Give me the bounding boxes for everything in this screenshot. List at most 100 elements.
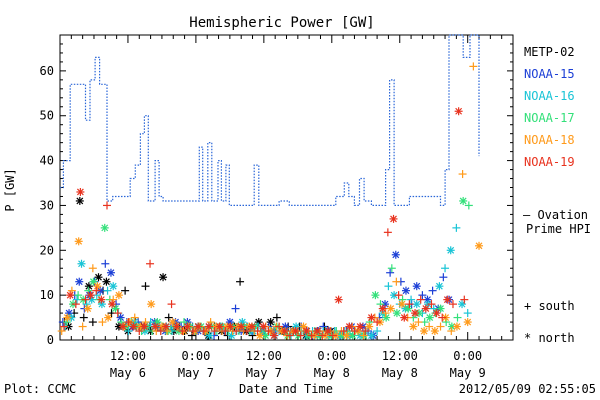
data-point-noaa-18 xyxy=(365,322,374,331)
data-point-noaa-19 xyxy=(373,318,382,327)
data-point-noaa-19 xyxy=(178,327,187,336)
data-point-metp-02 xyxy=(272,313,281,322)
data-point-noaa-19 xyxy=(264,327,273,336)
y-tick-label: 50 xyxy=(40,109,54,123)
data-point-noaa-16 xyxy=(429,304,438,313)
y-tick-label: 40 xyxy=(40,154,54,168)
data-point-noaa-19 xyxy=(151,322,160,331)
data-point-noaa-18 xyxy=(392,277,401,286)
x-tick-label-time: 12:00 xyxy=(246,349,282,363)
legend-item-noaa-18: NOAA-18 xyxy=(524,133,575,147)
data-point-noaa-18 xyxy=(104,313,113,322)
data-point-noaa-15 xyxy=(75,277,84,286)
data-point-noaa-19 xyxy=(140,322,149,331)
marker-legend-north: * north xyxy=(524,331,575,345)
data-point-noaa-18 xyxy=(469,62,478,71)
legend-item-noaa-19: NOAA-19 xyxy=(524,155,575,169)
ovation-prime-hpi-line xyxy=(60,34,480,206)
data-point-metp-02 xyxy=(79,313,88,322)
data-point-noaa-19 xyxy=(146,259,155,268)
data-point-noaa-17 xyxy=(74,291,83,300)
data-point-metp-02 xyxy=(159,273,168,282)
data-point-noaa-18 xyxy=(425,322,434,331)
data-point-noaa-19 xyxy=(454,107,463,116)
data-point-noaa-19 xyxy=(416,295,425,304)
data-point-noaa-18 xyxy=(386,304,395,313)
data-point-noaa-19 xyxy=(183,322,192,331)
data-point-noaa-15 xyxy=(391,250,400,259)
data-point-noaa-18 xyxy=(74,237,83,246)
data-point-noaa-19 xyxy=(204,322,213,331)
data-point-metp-02 xyxy=(236,277,245,286)
data-point-metp-02 xyxy=(121,286,130,295)
chart-title: Hemispheric Power [GW] xyxy=(189,15,374,31)
data-point-noaa-19 xyxy=(389,214,398,223)
data-point-noaa-18 xyxy=(147,300,156,309)
y-tick-label: 60 xyxy=(40,64,54,78)
data-point-noaa-15 xyxy=(386,268,395,277)
data-point-noaa-16 xyxy=(103,286,112,295)
y-axis-label: P [GW] xyxy=(3,168,17,211)
data-point-noaa-17 xyxy=(180,318,189,327)
data-point-noaa-18 xyxy=(414,318,423,327)
data-point-noaa-19 xyxy=(275,322,284,331)
data-point-noaa-16 xyxy=(435,282,444,291)
data-point-noaa-15 xyxy=(231,304,240,313)
ovation-legend-line-1: — Ovation xyxy=(523,208,588,222)
data-point-noaa-19 xyxy=(334,295,343,304)
data-point-noaa-19 xyxy=(438,313,447,322)
data-point-noaa-18 xyxy=(114,291,123,300)
data-point-noaa-19 xyxy=(328,331,337,340)
data-point-noaa-19 xyxy=(221,327,230,336)
plot-area: 0 10 20 30 40 50 60 12:00 May 6 0:00 May 7 12:00 Ma… xyxy=(40,34,514,380)
data-point-noaa-19 xyxy=(318,331,327,340)
data-point-noaa-19 xyxy=(102,201,111,210)
data-point-noaa-15 xyxy=(439,273,448,282)
data-point-noaa-18 xyxy=(93,282,102,291)
data-point-noaa-18 xyxy=(430,327,439,336)
data-point-noaa-16 xyxy=(109,282,118,291)
x-tick-label-date: May 9 xyxy=(450,366,486,380)
data-point-noaa-19 xyxy=(427,300,436,309)
y-tick-label: 10 xyxy=(40,288,54,302)
data-point-noaa-19 xyxy=(432,309,441,318)
data-point-noaa-18 xyxy=(447,327,456,336)
data-point-noaa-19 xyxy=(76,187,85,196)
data-point-metp-02 xyxy=(102,277,111,286)
data-point-noaa-19 xyxy=(313,327,322,336)
data-point-noaa-17 xyxy=(464,201,473,210)
data-point-noaa-19 xyxy=(81,295,90,304)
data-point-noaa-18 xyxy=(381,309,390,318)
data-point-noaa-15 xyxy=(106,268,115,277)
x-tick-label-date: May 8 xyxy=(314,366,350,380)
data-point-noaa-19 xyxy=(210,327,219,336)
data-point-noaa-15 xyxy=(418,291,427,300)
data-point-noaa-18 xyxy=(130,313,139,322)
legend-item-noaa-17: NOAA-17 xyxy=(524,111,575,125)
data-point-noaa-16 xyxy=(441,264,450,273)
y-axis: 0 10 20 30 40 50 60 xyxy=(40,43,513,347)
x-tick-label-time: 12:00 xyxy=(382,349,418,363)
data-point-noaa-19 xyxy=(378,304,387,313)
data-point-noaa-16 xyxy=(124,327,133,336)
data-point-noaa-19 xyxy=(307,331,316,340)
data-point-noaa-19 xyxy=(135,327,144,336)
y-tick-label: 20 xyxy=(40,243,54,257)
marker-legend-south: + south xyxy=(524,299,575,313)
data-point-metp-02 xyxy=(141,282,150,291)
data-point-noaa-16 xyxy=(412,300,421,309)
data-point-noaa-18 xyxy=(398,300,407,309)
x-tick-label-time: 0:00 xyxy=(453,349,482,363)
data-point-noaa-17 xyxy=(100,223,109,232)
data-point-noaa-19 xyxy=(167,300,176,309)
data-point-noaa-19 xyxy=(66,291,75,300)
data-point-noaa-19 xyxy=(443,295,452,304)
data-point-noaa-18 xyxy=(409,322,418,331)
x-axis-label: Date and Time xyxy=(239,382,333,396)
data-point-noaa-16 xyxy=(367,331,376,340)
x-tick-label-date: May 8 xyxy=(382,366,418,380)
x-tick-label-date: May 6 xyxy=(110,366,146,380)
data-point-noaa-16 xyxy=(373,327,382,336)
data-point-noaa-17 xyxy=(425,313,434,322)
